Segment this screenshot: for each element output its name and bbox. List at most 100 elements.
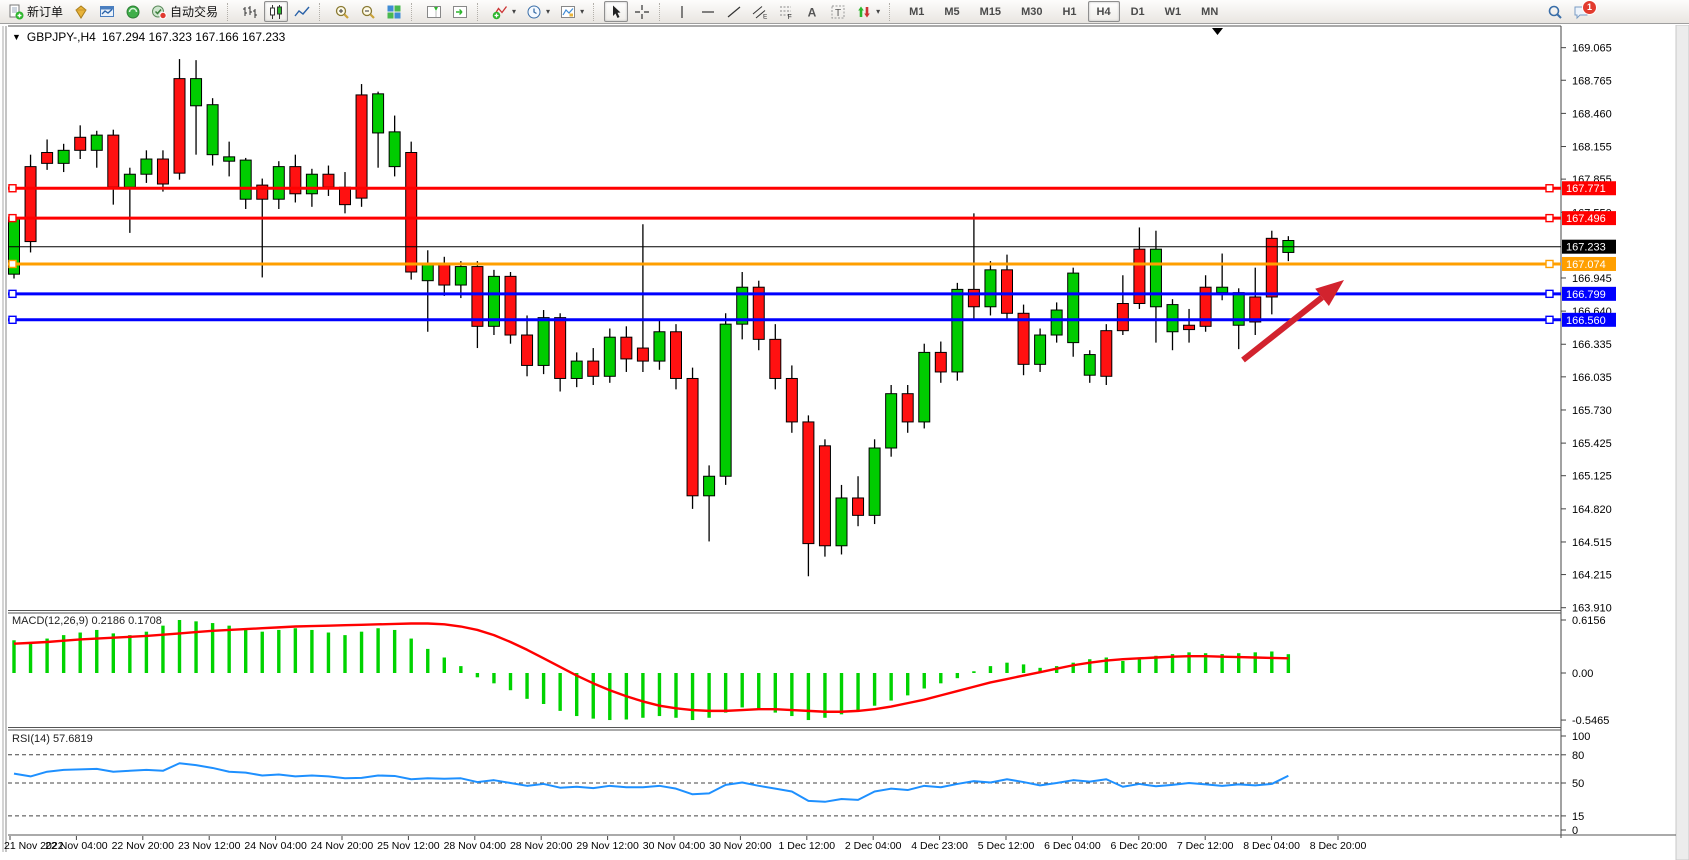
price-tick-label: 165.125 <box>1572 471 1612 483</box>
signals-button[interactable] <box>121 1 145 22</box>
svg-text:T: T <box>835 8 841 19</box>
equidistant-channel-button[interactable]: E <box>748 1 772 22</box>
tile-windows-button[interactable] <box>382 1 406 22</box>
trend-arrow-head[interactable] <box>1315 280 1344 307</box>
price-badge <box>1562 211 1616 226</box>
rsi-label: RSI(14) 57.6819 <box>12 733 93 745</box>
price-tick-label: 164.215 <box>1572 570 1612 582</box>
candle-body <box>388 131 401 168</box>
macd-tick-label: 0.00 <box>1572 668 1593 680</box>
candle-body <box>156 158 169 185</box>
candle-body <box>1083 354 1096 376</box>
timeframe-mn[interactable]: MN <box>1192 1 1227 22</box>
zoom-in-button[interactable] <box>330 1 354 22</box>
indicator-icon <box>492 5 508 19</box>
timeframe-m5-label: M5 <box>944 5 960 18</box>
zoom-out-button[interactable] <box>356 1 380 22</box>
timeframe-m1-label: M1 <box>909 5 925 18</box>
timeframe-h1[interactable]: H1 <box>1053 1 1085 22</box>
timeframe-w1[interactable]: W1 <box>1156 1 1191 22</box>
price-badge-label: 166.799 <box>1566 289 1606 301</box>
toolbar-separator <box>889 2 896 21</box>
svg-text:A: A <box>808 5 817 19</box>
time-tick-label: 5 Dec 12:00 <box>978 840 1035 852</box>
periods-button[interactable]: ▾ <box>522 1 554 22</box>
timeframe-h4[interactable]: H4 <box>1087 1 1120 22</box>
cursor-button[interactable] <box>604 1 629 22</box>
new-chart-button[interactable] <box>95 1 119 22</box>
chart-shift-button[interactable] <box>422 1 446 22</box>
price-tick-label: 163.910 <box>1572 603 1612 615</box>
toolbar-separator <box>659 2 666 21</box>
candle-body <box>504 275 517 336</box>
autotrading-button-label: 自动交易 <box>170 5 219 19</box>
price-badge <box>1562 312 1616 327</box>
level-handle-right[interactable] <box>1545 213 1554 223</box>
doc-plus-icon <box>9 4 24 19</box>
time-axis[interactable] <box>8 836 1561 856</box>
price-badge-label: 167.496 <box>1566 213 1606 225</box>
chat-button[interactable]: 1 <box>1569 0 1597 22</box>
chart-symbol-period: GBPJPY-,H4 <box>26 30 96 44</box>
textA-icon: A <box>808 5 817 19</box>
price-axis[interactable] <box>1561 26 1676 835</box>
timeframe-m1[interactable]: M1 <box>900 1 933 22</box>
level-handle-right[interactable] <box>1545 289 1554 299</box>
trendline-button[interactable] <box>722 1 746 22</box>
timeframe-m30[interactable]: M30 <box>1012 1 1051 22</box>
candle-body <box>785 377 798 423</box>
candle-body <box>802 421 815 545</box>
time-tick-label: 30 Nov 04:00 <box>643 840 706 852</box>
timeframe-d1[interactable]: D1 <box>1122 1 1154 22</box>
candle-body <box>1265 237 1278 298</box>
candle-body <box>173 78 186 174</box>
time-tick-label: 22 Nov 04:00 <box>45 840 108 852</box>
candle-body <box>1067 272 1080 344</box>
bar-chart-button[interactable] <box>238 1 262 22</box>
text-label-button[interactable]: T <box>826 1 850 22</box>
level-handle-left[interactable] <box>8 315 17 325</box>
macd-tick-label: -0.5465 <box>1572 715 1609 727</box>
price-badge <box>1562 256 1616 271</box>
candle-body <box>41 151 54 164</box>
timeframe-m5[interactable]: M5 <box>935 1 968 22</box>
symbol-dropdown-icon[interactable]: ▼ <box>12 32 21 42</box>
templates-button[interactable]: ▾ <box>556 1 588 22</box>
autotrading-button[interactable]: 自动交易 <box>147 1 222 22</box>
candle-body <box>835 497 848 547</box>
indicators-button[interactable]: ▾ <box>488 1 520 22</box>
level-handle-left[interactable] <box>8 259 17 269</box>
chart-canvas[interactable]: MACD(12,26,9) 0.2186 0.1708 RSI(14) 57.68… <box>0 25 1689 860</box>
level-handle-right[interactable] <box>1545 315 1554 325</box>
level-handle-left[interactable] <box>8 213 17 223</box>
vertical-line-button[interactable] <box>670 1 694 22</box>
crosshair-button[interactable] <box>630 1 654 22</box>
search-button[interactable] <box>1543 1 1567 22</box>
level-handle-right[interactable] <box>1545 259 1554 269</box>
fibonacci-button[interactable]: F <box>774 1 798 22</box>
candle-body <box>537 317 550 366</box>
horizontal-line-button[interactable] <box>696 1 720 22</box>
auto-scroll-button[interactable] <box>448 1 472 22</box>
arrows-button[interactable]: ▾ <box>852 1 884 22</box>
price-badge <box>1562 181 1616 196</box>
candle-body <box>289 166 302 195</box>
time-tick-label: 30 Nov 20:00 <box>709 840 772 852</box>
new-order-button[interactable]: 新订单 <box>4 1 67 22</box>
text-button[interactable]: A <box>800 1 824 22</box>
level-handle-left[interactable] <box>8 289 17 299</box>
level-handle-left[interactable] <box>8 184 17 193</box>
time-tick-label: 1 Dec 12:00 <box>778 840 835 852</box>
timeframe-d1-label: D1 <box>1130 5 1145 18</box>
trend-arrow-line[interactable] <box>1241 295 1324 363</box>
candle-body <box>339 186 351 206</box>
price-badge-label: 167.074 <box>1566 259 1606 271</box>
rsi-tick-label: 15 <box>1572 811 1584 823</box>
line-chart-button[interactable] <box>290 1 314 22</box>
level-handle-right[interactable] <box>1545 184 1554 193</box>
candlestick-chart-button[interactable] <box>264 1 289 22</box>
charts-button[interactable] <box>69 1 93 22</box>
dropdown-caret-icon: ▾ <box>546 7 551 16</box>
chart-shift-marker[interactable] <box>1212 28 1223 35</box>
timeframe-m15[interactable]: M15 <box>971 1 1010 22</box>
